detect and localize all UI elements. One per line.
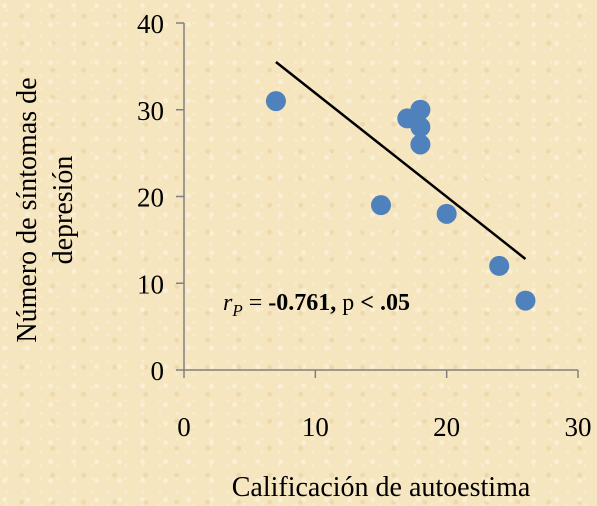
p-value: < .05	[360, 290, 410, 316]
tick-labels: 0 10 20 30 40 0 10 20 30	[137, 9, 592, 442]
data-point	[436, 203, 457, 224]
x-tick-label: 10	[302, 412, 329, 442]
x-tick-label: 0	[177, 412, 191, 442]
data-point	[410, 134, 431, 155]
y-axis-title-line-2: depresión	[48, 156, 79, 265]
data-point	[410, 117, 431, 138]
data-point	[515, 290, 536, 311]
r-symbol: r	[223, 290, 233, 316]
y-tick-label: 20	[137, 183, 164, 213]
data-points	[265, 91, 536, 311]
y-tick-label: 10	[137, 269, 164, 299]
y-tick-label: 30	[137, 96, 164, 126]
r-subscript: P	[231, 301, 242, 320]
y-axis-title: Número de síntomas de depresión	[12, 77, 79, 342]
p-label: p	[336, 290, 360, 316]
r-value: -0.761,	[268, 290, 336, 316]
data-point	[410, 99, 431, 120]
correlation-annotation: rP = -0.761, p < .05	[223, 290, 410, 320]
y-tick-label: 40	[137, 9, 164, 39]
trendline	[275, 61, 527, 260]
data-point	[265, 91, 286, 112]
x-axis-title: Calificación de autoestima	[232, 472, 531, 503]
data-point	[371, 195, 391, 216]
x-tick-label: 20	[433, 412, 460, 442]
equals-sign: =	[243, 290, 269, 316]
y-tick-label: 0	[151, 356, 165, 386]
y-axis-title-line-1: Número de síntomas de	[12, 77, 43, 342]
data-point	[489, 255, 510, 276]
x-tick-label: 30	[565, 412, 592, 442]
ticks	[176, 22, 579, 378]
